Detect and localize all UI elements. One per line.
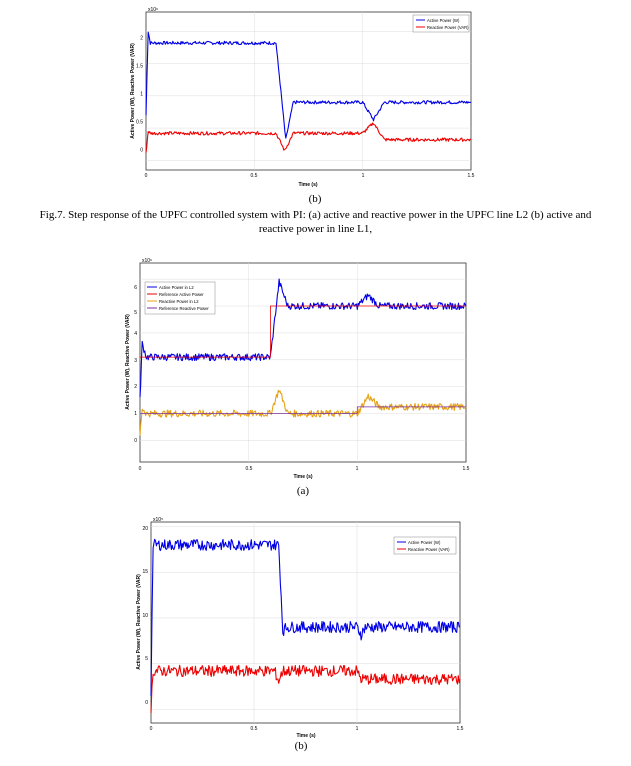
chart-2: x10⁶ 0 1 2 3 4 5 6 0 0.5 1 1.5 Time (s) … [125, 258, 470, 480]
ytick-label: 5 [145, 656, 148, 662]
ytick-label: 0.5 [136, 120, 143, 126]
legend-entry: Reference Reactive Power [159, 306, 209, 311]
chart-3-legend: Active Power (W) Reactive Power (VAR) [393, 536, 457, 555]
ytick-label: 0 [134, 438, 137, 444]
series-line-reference-active-power [140, 305, 466, 358]
chart-2-ylabel: Active Power (W), Reactive Power (VAR) [125, 314, 131, 410]
xtick-label: 1.5 [468, 173, 475, 179]
chart-3-xtick-labels: 0 0.5 1 1.5 [150, 726, 464, 732]
chart-1-xtick-labels: 0 0.5 1 1.5 [145, 173, 475, 179]
chart-3-grid [151, 522, 460, 723]
ytick-label: 1 [140, 92, 143, 98]
figure-caption: Fig.7. Step response of the UPFC control… [0, 208, 631, 236]
ytick-label: 2 [140, 36, 143, 42]
series-line-active-power-w [145, 31, 472, 139]
legend-entry: Reactive Power (VAR) [408, 547, 450, 552]
chart-3-series [150, 538, 461, 714]
xtick-label: 1 [356, 726, 359, 732]
sublabel-b-top: (b) [308, 193, 322, 205]
chart-1-plot-area [145, 11, 472, 171]
figure-caption-line-1: Fig.7. Step response of the UPFC control… [39, 209, 592, 221]
chart-3-xlabel: Time (s) [296, 733, 315, 739]
ytick-label: 3 [134, 358, 137, 364]
chart-3-exponent: x10⁵ [153, 517, 163, 523]
chart-1-legend: Active Power (W) Reactive Power (VAR) [412, 14, 470, 33]
legend-entry: Active Power (W) [408, 540, 441, 545]
ytick-label: 15 [142, 569, 148, 575]
legend-entry: Active Power (W) [427, 18, 460, 23]
chart-2-xlabel: Time (s) [293, 474, 312, 480]
series-line-reference-reactive-power [140, 406, 466, 415]
series-line-reactive-power-var [145, 122, 472, 153]
figure-caption-line-2: reactive power in line L1, [258, 223, 373, 235]
chart-3: x10⁵ 0 5 10 15 20 0 0.5 1 1.5 Time (s) A… [136, 517, 464, 739]
legend-entry: Reactive Power (VAR) [427, 25, 469, 30]
chart-3-plot-area [150, 521, 461, 724]
chart-3-ylabel: Active Power (W), Reactive Power (VAR) [136, 574, 142, 670]
chart-3-ytick-labels: 0 5 10 15 20 [142, 526, 148, 706]
ytick-label: 1.5 [136, 64, 143, 70]
xtick-label: 0 [139, 466, 142, 472]
series-line-active-power-w [150, 538, 461, 697]
legend-entry: Reactive Power in L2 [159, 299, 199, 304]
xtick-label: 1.5 [463, 466, 470, 472]
xtick-label: 1 [356, 466, 359, 472]
xtick-label: 0.5 [251, 726, 258, 732]
chart-2-ytick-labels: 0 1 2 3 4 5 6 [134, 285, 137, 444]
chart-2-series [139, 278, 467, 436]
xtick-label: 0 [150, 726, 153, 732]
ytick-label: 2 [134, 384, 137, 390]
chart-1: x10⁶ 0 0.5 1 1.5 2 0 0.5 1 1.5 Time (s) … [130, 7, 475, 188]
chart-2-legend: Active Power in L2 Reference Active Powe… [144, 281, 216, 315]
chart-1-exponent: x10⁶ [148, 7, 158, 13]
ytick-label: 0 [145, 700, 148, 706]
legend-entry: Active Power in L2 [159, 285, 194, 290]
xtick-label: 0.5 [246, 466, 253, 472]
ytick-label: 10 [142, 613, 148, 619]
ytick-label: 1 [134, 411, 137, 417]
series-line-active-power-in-l2 [139, 278, 467, 398]
xtick-label: 1 [362, 173, 365, 179]
ytick-label: 4 [134, 331, 137, 337]
chart-1-series [145, 31, 472, 153]
chart-2-xtick-labels: 0 0.5 1 1.5 [139, 466, 470, 472]
series-line-reactive-power-var [150, 664, 461, 714]
xtick-label: 0.5 [251, 173, 258, 179]
chart-2-exponent: x10⁶ [142, 258, 152, 264]
sublabel-b-bottom: (b) [294, 740, 308, 752]
legend-entry: Reference Active Power [159, 292, 204, 297]
chart-1-xlabel: Time (s) [298, 182, 317, 188]
chart-1-ytick-labels: 0 0.5 1 1.5 2 [136, 36, 143, 154]
sublabel-a: (a) [296, 485, 310, 497]
ytick-label: 6 [134, 285, 137, 291]
ytick-label: 20 [142, 526, 148, 532]
ytick-label: 0 [140, 148, 143, 154]
ytick-label: 5 [134, 310, 137, 316]
xtick-label: 1.5 [457, 726, 464, 732]
chart-1-ylabel: Active Power (W), Reactive Power (VAR) [130, 43, 136, 139]
xtick-label: 0 [145, 173, 148, 179]
